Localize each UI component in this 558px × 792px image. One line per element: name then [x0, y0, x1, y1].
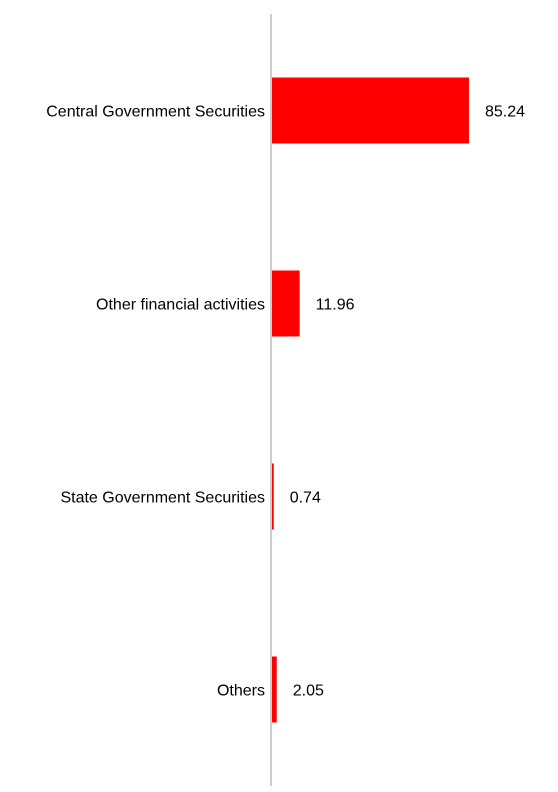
category-label-2: Other financial activities [96, 297, 265, 314]
category-labels-group: Central Government Securities Other finan… [46, 104, 265, 700]
category-label-4: Others [217, 683, 265, 700]
category-label-1: Central Government Securities [46, 104, 265, 121]
value-label-1: 85.24 [485, 104, 525, 121]
value-labels-group: 85.24 11.96 0.74 2.05 [290, 104, 525, 700]
bar-2 [272, 270, 300, 337]
bar-3 [272, 463, 274, 530]
value-label-2: 11.96 [316, 297, 355, 314]
value-label-3: 0.74 [290, 490, 321, 507]
bars-group [272, 77, 469, 723]
bar-4 [272, 656, 277, 723]
bar-1 [272, 77, 469, 144]
value-label-4: 2.05 [293, 683, 324, 700]
category-label-3: State Government Securities [60, 490, 265, 507]
